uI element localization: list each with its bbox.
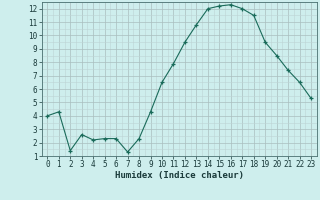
X-axis label: Humidex (Indice chaleur): Humidex (Indice chaleur) [115, 171, 244, 180]
